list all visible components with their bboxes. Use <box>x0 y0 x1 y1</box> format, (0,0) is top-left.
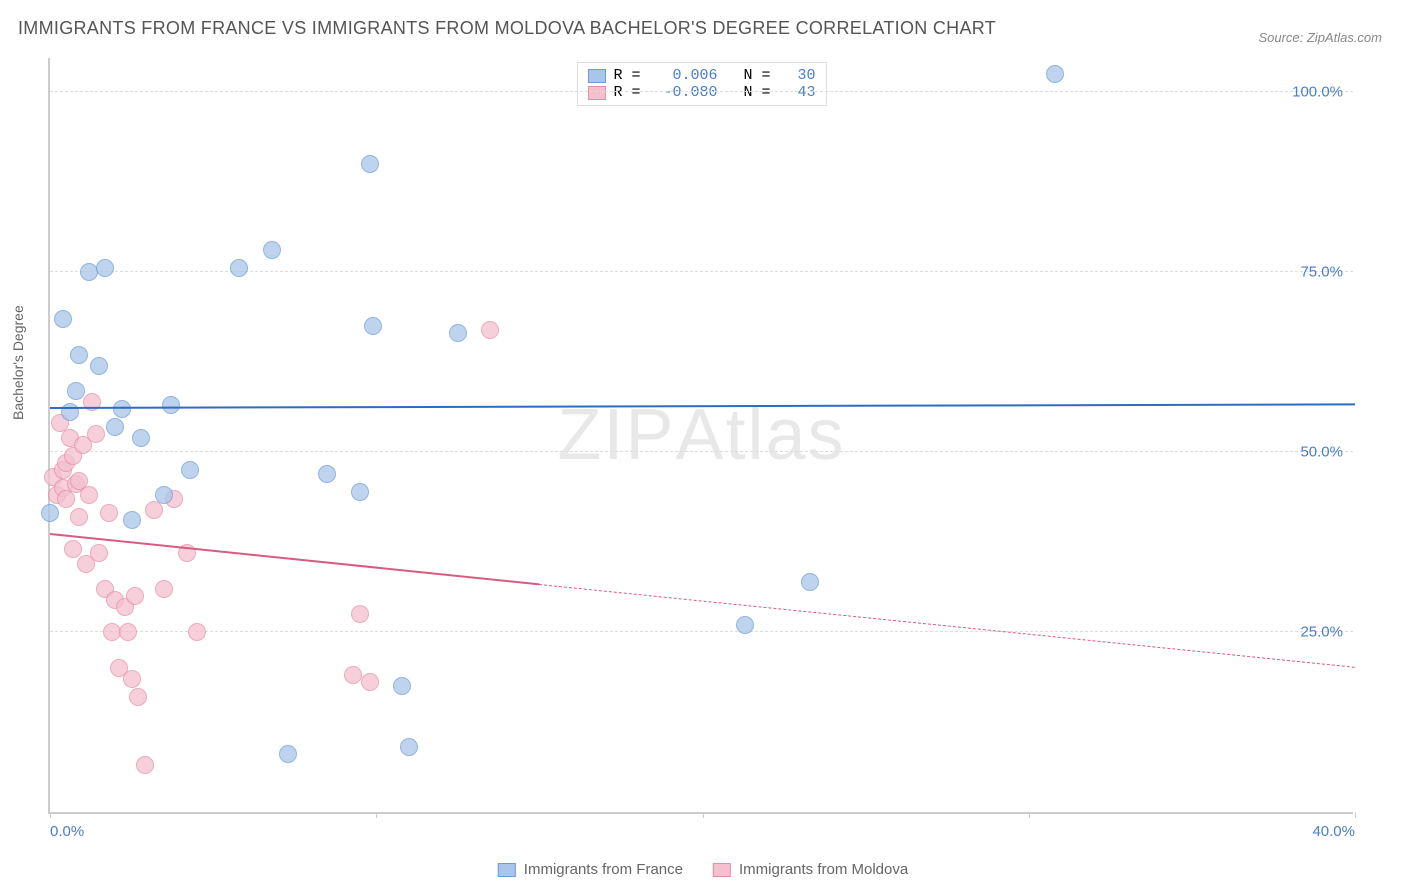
scatter-point-france <box>1046 65 1064 83</box>
legend-swatch-moldova <box>587 86 605 100</box>
scatter-point-moldova <box>100 504 118 522</box>
scatter-plot-area: ZIPAtlas R = 0.006 N = 30R = -0.080 N = … <box>48 58 1353 814</box>
scatter-point-france <box>400 738 418 756</box>
trendline-moldova-dashed <box>539 584 1355 668</box>
scatter-point-france <box>162 396 180 414</box>
gridline-horizontal <box>50 451 1353 452</box>
scatter-point-france <box>155 486 173 504</box>
legend-item-moldova: Immigrants from Moldova <box>713 861 908 878</box>
scatter-point-moldova <box>103 623 121 641</box>
scatter-point-france <box>364 317 382 335</box>
scatter-point-france <box>736 616 754 634</box>
stat-row: R = 0.006 N = 30 <box>587 67 815 84</box>
scatter-point-france <box>393 677 411 695</box>
stat-r-value: -0.080 <box>658 84 718 101</box>
stat-r-label: R = <box>613 84 649 101</box>
trendline-moldova-solid <box>50 533 540 585</box>
trendline-france <box>50 403 1355 409</box>
stat-row: R = -0.080 N = 43 <box>587 84 815 101</box>
scatter-point-france <box>70 346 88 364</box>
stat-r-label: R = <box>613 67 649 84</box>
legend-swatch-moldova <box>713 863 731 877</box>
x-tick-mark <box>703 812 704 818</box>
scatter-point-france <box>230 259 248 277</box>
scatter-point-moldova <box>351 605 369 623</box>
source-value: ZipAtlas.com <box>1307 30 1382 45</box>
y-axis-label: Bachelor's Degree <box>10 305 26 420</box>
x-tick-label: 0.0% <box>50 823 84 840</box>
correlation-stats-box: R = 0.006 N = 30R = -0.080 N = 43 <box>576 62 826 106</box>
scatter-point-moldova <box>481 321 499 339</box>
scatter-point-moldova <box>126 587 144 605</box>
stat-n-value: 43 <box>788 84 816 101</box>
scatter-point-france <box>106 418 124 436</box>
stat-n-value: 30 <box>788 67 816 84</box>
scatter-point-france <box>123 511 141 529</box>
scatter-point-moldova <box>87 425 105 443</box>
scatter-point-france <box>449 324 467 342</box>
scatter-point-france <box>54 310 72 328</box>
series-legend: Immigrants from France Immigrants from Mo… <box>498 861 908 878</box>
legend-label: Immigrants from France <box>524 861 683 878</box>
scatter-point-moldova <box>136 756 154 774</box>
scatter-point-moldova <box>188 623 206 641</box>
scatter-point-france <box>263 241 281 259</box>
legend-item-france: Immigrants from France <box>498 861 683 878</box>
scatter-point-moldova <box>155 580 173 598</box>
x-tick-label: 40.0% <box>1312 823 1355 840</box>
x-tick-mark <box>50 812 51 818</box>
scatter-point-france <box>90 357 108 375</box>
scatter-point-france <box>318 465 336 483</box>
scatter-point-moldova <box>123 670 141 688</box>
source-label: Source: <box>1258 30 1306 45</box>
scatter-point-moldova <box>80 486 98 504</box>
scatter-point-moldova <box>361 673 379 691</box>
scatter-point-france <box>67 382 85 400</box>
scatter-point-moldova <box>70 508 88 526</box>
y-tick-label: 75.0% <box>1300 264 1343 281</box>
scatter-point-france <box>361 155 379 173</box>
scatter-point-france <box>132 429 150 447</box>
scatter-point-moldova <box>119 623 137 641</box>
source-attribution: Source: ZipAtlas.com <box>1258 30 1382 45</box>
scatter-point-france <box>80 263 98 281</box>
x-tick-mark <box>376 812 377 818</box>
chart-title: IMMIGRANTS FROM FRANCE VS IMMIGRANTS FRO… <box>18 18 996 39</box>
legend-swatch-france <box>587 69 605 83</box>
scatter-point-france <box>801 573 819 591</box>
scatter-point-france <box>181 461 199 479</box>
legend-swatch-france <box>498 863 516 877</box>
gridline-horizontal <box>50 91 1353 92</box>
scatter-point-france <box>351 483 369 501</box>
x-tick-mark <box>1355 812 1356 818</box>
stat-n-label: N = <box>726 67 780 84</box>
x-tick-mark <box>1029 812 1030 818</box>
stat-r-value: 0.006 <box>658 67 718 84</box>
scatter-point-moldova <box>344 666 362 684</box>
stat-n-label: N = <box>726 84 780 101</box>
gridline-horizontal <box>50 631 1353 632</box>
y-tick-label: 50.0% <box>1300 444 1343 461</box>
scatter-point-moldova <box>64 540 82 558</box>
scatter-point-france <box>96 259 114 277</box>
scatter-point-moldova <box>90 544 108 562</box>
scatter-point-france <box>279 745 297 763</box>
y-tick-label: 25.0% <box>1300 624 1343 641</box>
scatter-point-france <box>41 504 59 522</box>
scatter-point-moldova <box>129 688 147 706</box>
legend-label: Immigrants from Moldova <box>739 861 908 878</box>
y-tick-label: 100.0% <box>1292 84 1343 101</box>
